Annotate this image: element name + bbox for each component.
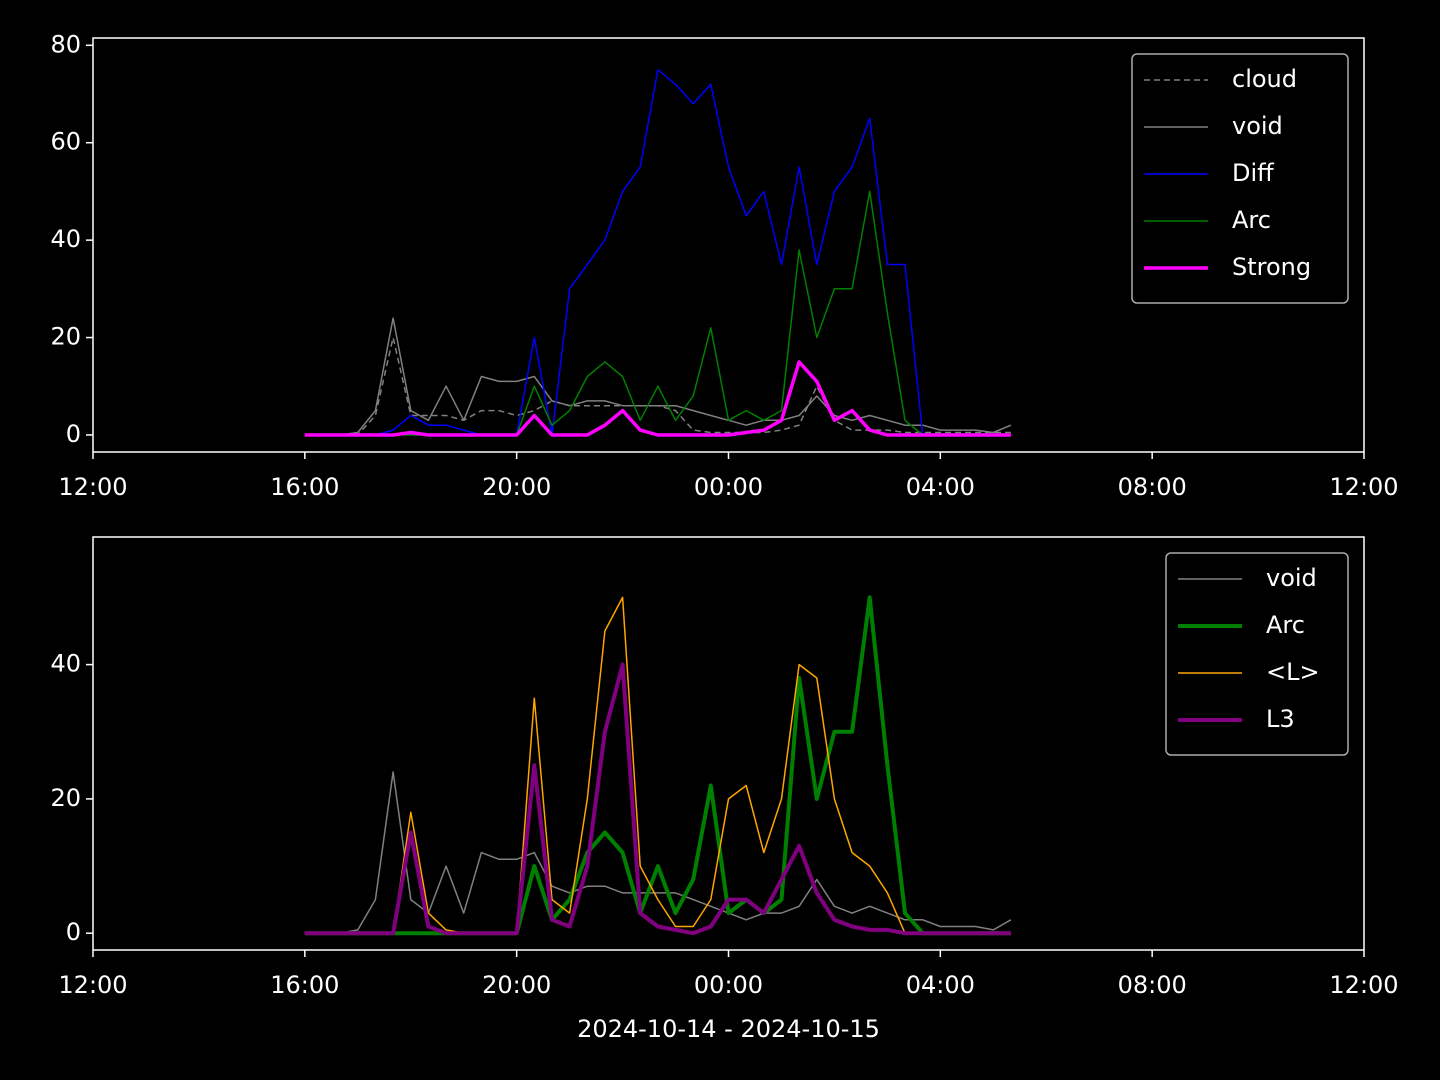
x-tick-label: 00:00 <box>694 473 763 501</box>
legend-label: Arc <box>1232 206 1271 234</box>
legend-label: Diff <box>1232 159 1274 187</box>
legend-label: Strong <box>1232 253 1311 281</box>
x-tick-label: 04:00 <box>906 473 975 501</box>
y-tick-label: 40 <box>50 650 81 678</box>
legend-label: L3 <box>1266 705 1295 733</box>
legend: void Arc <L> L3 <box>1165 552 1349 756</box>
legend: cloud void Diff Arc Strong <box>1131 53 1349 304</box>
x-tick-label: 12:00 <box>1329 971 1398 999</box>
plot-area <box>304 68 1012 437</box>
series-line <box>304 68 1011 436</box>
y-tick-label: 40 <box>50 225 81 253</box>
x-tick-label: 12:00 <box>58 473 127 501</box>
legend-label: void <box>1266 564 1317 592</box>
x-tick-label: 16:00 <box>270 971 339 999</box>
legend-label: cloud <box>1232 65 1297 93</box>
x-tick-label: 12:00 <box>58 971 127 999</box>
legend-label: Arc <box>1266 611 1305 639</box>
x-tick-label: 16:00 <box>270 473 339 501</box>
series-line <box>304 317 1012 436</box>
y-tick-label: 0 <box>66 420 81 448</box>
subplot: 0 20 40 60 80 12:00 16:00 20:00 00:00 04:00 08:00 1… <box>50 30 1398 501</box>
x-tick-label: 04:00 <box>906 971 975 999</box>
series-line <box>304 595 1011 936</box>
series-line <box>304 662 1011 936</box>
legend-box <box>1131 53 1349 304</box>
legend-label: void <box>1232 112 1283 140</box>
x-tick-label: 20:00 <box>482 473 551 501</box>
series-line <box>304 596 1011 934</box>
x-tick-label: 08:00 <box>1118 971 1187 999</box>
x-tick-label: 08:00 <box>1118 473 1187 501</box>
x-tick-label: 00:00 <box>694 971 763 999</box>
x-tick-label: 12:00 <box>1329 473 1398 501</box>
series-line <box>304 771 1012 934</box>
x-tick-label: 20:00 <box>482 971 551 999</box>
series-line <box>304 190 1011 436</box>
x-axis-label: 2024-10-14 - 2024-10-15 <box>577 1015 880 1043</box>
plot-area <box>304 595 1012 936</box>
y-tick-label: 80 <box>50 30 81 58</box>
legend-box <box>1165 552 1349 756</box>
subplot: 0 20 40 12:00 16:00 20:00 00:00 04:00 08:00 12:00… <box>50 536 1399 1043</box>
y-tick-label: 0 <box>66 918 81 946</box>
series-line <box>304 360 1011 437</box>
y-tick-label: 60 <box>50 128 81 156</box>
y-tick-label: 20 <box>50 784 81 812</box>
legend-label: <L> <box>1266 658 1320 686</box>
y-tick-label: 20 <box>50 323 81 351</box>
